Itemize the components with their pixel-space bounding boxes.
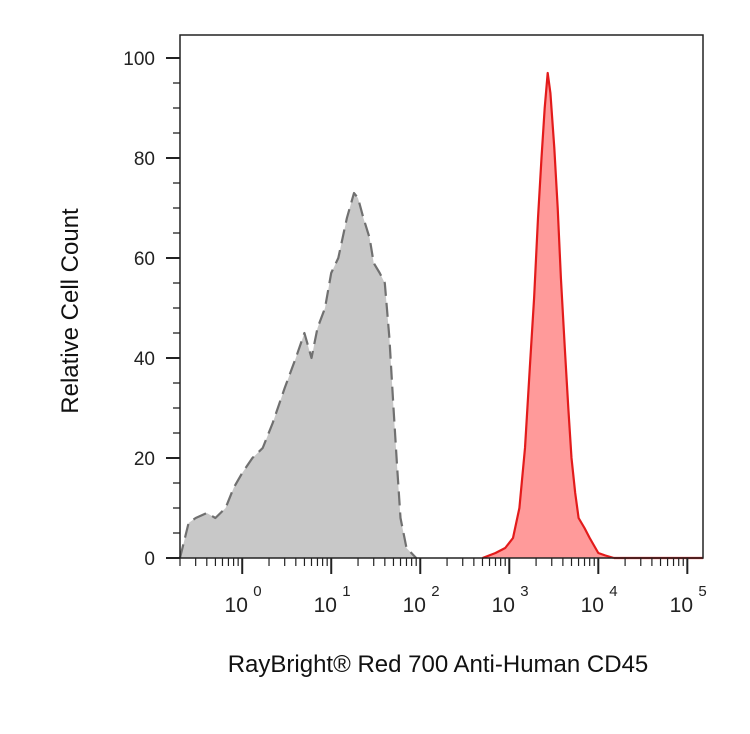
series-layer	[178, 71, 703, 560]
plot-frame	[179, 34, 704, 559]
x-tick-exponent-0: 0	[253, 583, 261, 600]
y-tick-label-2: 40	[134, 349, 155, 370]
series-1-line	[482, 71, 615, 560]
x-tick-label-4: 10	[581, 594, 604, 617]
y-tick-label-4: 80	[134, 149, 155, 170]
x-tick-label-1: 10	[314, 594, 337, 617]
x-tick-label-5: 10	[670, 594, 693, 617]
y-axis-title: Relative Cell Count	[57, 208, 84, 414]
series-0-line	[178, 191, 417, 559]
x-tick-label-3: 10	[492, 594, 515, 617]
x-tick-exponent-5: 5	[698, 583, 706, 600]
series-0-area	[180, 193, 417, 558]
x-tick-label-2: 10	[403, 594, 426, 617]
y-tick-label-5: 100	[123, 49, 155, 70]
x-tick-label-0: 10	[225, 594, 248, 617]
series-1-area	[482, 73, 614, 558]
x-tick-exponent-2: 2	[431, 583, 439, 600]
y-tick-label-3: 60	[134, 249, 155, 270]
x-tick-exponent-3: 3	[520, 583, 528, 600]
y-tick-label-1: 20	[134, 449, 155, 470]
y-tick-label-0: 0	[144, 549, 155, 570]
x-tick-exponent-4: 4	[609, 583, 617, 600]
x-tick-exponent-1: 1	[342, 583, 350, 600]
x-axis: 10 0 10 1 10 2 10 3 10 4 10 5	[179, 558, 707, 617]
y-axis: 0 20 40 60 80 100	[123, 49, 180, 570]
x-axis-title: RayBright® Red 700 Anti-Human CD45	[228, 651, 649, 678]
